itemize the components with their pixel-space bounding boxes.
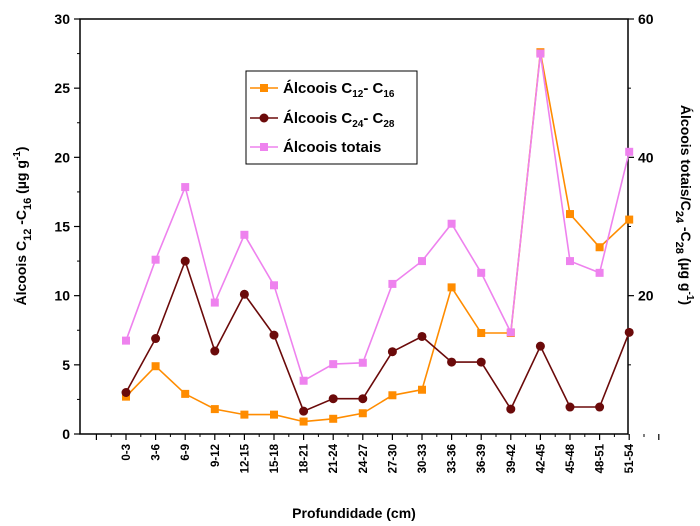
data-point [447, 219, 456, 228]
x-tick-label: 9-12 [210, 444, 222, 467]
data-point [358, 409, 367, 418]
data-point [151, 255, 160, 264]
data-point [566, 210, 574, 219]
data-point [329, 360, 338, 369]
x-tick-label: 3-6 [151, 444, 163, 461]
data-point [358, 358, 367, 367]
data-point [536, 49, 545, 58]
svg-text:Álcoois C24- C28: Álcoois C24- C28 [283, 110, 395, 130]
x-tick-label: 45-48 [565, 443, 577, 473]
data-point [476, 357, 486, 367]
data-point [121, 388, 131, 397]
data-point [299, 376, 308, 385]
data-point [625, 147, 634, 156]
left-tick-label: 10 [54, 288, 70, 304]
data-point [269, 330, 279, 340]
data-point [595, 402, 605, 412]
left-tick-label: 20 [54, 149, 70, 165]
left-tick-label: 25 [54, 80, 70, 96]
svg-text:Álcoois totais: Álcoois totais [283, 139, 381, 156]
data-point [210, 405, 219, 414]
left-axis-ticks: 0 5 10 15 20 25 30 [54, 11, 80, 442]
data-point [151, 334, 161, 344]
x-tick-label: 51-54 [624, 443, 636, 473]
x-tick-label: 15-18 [269, 443, 281, 473]
x-tick-label: 33-36 [447, 444, 459, 473]
data-point [595, 268, 604, 277]
data-point [181, 389, 190, 398]
right-axis-ticks: 20 40 60 [628, 11, 654, 366]
data-point [417, 331, 427, 341]
data-point [535, 341, 545, 351]
data-point [328, 394, 338, 404]
legend-item-c12-c16: Álcoois C12- C16 [250, 80, 395, 100]
x-tick-label: 42-45 [535, 443, 547, 473]
x-tick-label: 18-21 [299, 443, 311, 473]
data-point [180, 256, 190, 266]
data-point [387, 347, 397, 357]
legend-item-c24-c28: Álcoois C24- C28 [250, 110, 395, 130]
data-point [210, 346, 220, 356]
right-axis-title: Álcoois totais/C24 -C28 (µg g-1) [673, 105, 695, 305]
x-tick-label: 24-27 [358, 444, 370, 473]
data-point [624, 327, 634, 337]
data-point [388, 391, 397, 400]
data-point [210, 298, 219, 307]
right-tick-label: 40 [638, 149, 654, 165]
x-tick-label: 48-51 [595, 443, 607, 473]
data-point [477, 268, 486, 277]
data-point [239, 289, 249, 299]
data-point [625, 215, 634, 224]
left-tick-label: 15 [54, 219, 70, 235]
left-tick-label: 0 [62, 426, 70, 442]
data-point [388, 279, 397, 288]
data-point [299, 406, 309, 416]
left-tick-label: 5 [62, 357, 70, 373]
data-point [418, 385, 426, 394]
x-tick-label: 6-9 [180, 444, 192, 461]
x-tick-label: 27-30 [387, 444, 399, 473]
x-tick-label: 0-3 [121, 444, 133, 461]
series-2 [122, 49, 634, 385]
x-tick-label: 12-15 [239, 443, 251, 473]
data-point [566, 257, 574, 266]
x-axis-title: Profundidade (cm) [292, 505, 416, 521]
x-tick-label: 36-39 [476, 444, 488, 473]
right-tick-label: 60 [638, 11, 654, 27]
data-point [506, 404, 516, 414]
data-point [418, 257, 426, 266]
data-point [299, 417, 308, 426]
series-line [125, 53, 630, 382]
data-point [477, 329, 486, 338]
data-point [329, 414, 338, 423]
left-tick-label: 30 [54, 11, 70, 27]
series-line [125, 52, 630, 423]
data-point [595, 243, 604, 252]
series-layer [121, 48, 634, 426]
left-axis-title: Álcoois C12 -C16 (µg g-1) [12, 147, 34, 306]
data-point [181, 183, 190, 192]
data-point [151, 362, 160, 371]
data-point [270, 281, 278, 290]
data-point [447, 283, 456, 292]
data-point [240, 230, 249, 239]
data-point [565, 402, 575, 412]
right-tick-label: 20 [638, 288, 654, 304]
data-point [506, 328, 515, 337]
series-1 [121, 256, 634, 416]
x-tick-label: 39-42 [506, 444, 518, 473]
svg-text:Álcoois C12- C16: Álcoois C12- C16 [283, 80, 395, 100]
x-tick-label: 21-24 [328, 443, 340, 473]
legend: Álcoois C12- C16 Álcoois C24- C28 Álcooi… [245, 70, 418, 165]
data-point [447, 357, 457, 367]
series-line [125, 258, 630, 413]
x-tick-label: 30-33 [417, 444, 429, 473]
x-axis-ticks: 0-3 3-6 6-9 9-12 12-15 15-18 18-21 21-24 24-27 27… [95, 434, 660, 473]
data-point [122, 336, 130, 345]
data-point [270, 410, 278, 419]
data-point [240, 410, 249, 419]
data-point [358, 394, 368, 404]
legend-item-totais: Álcoois totais [250, 139, 381, 156]
